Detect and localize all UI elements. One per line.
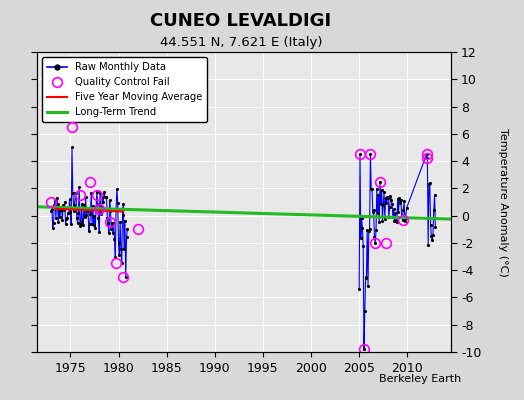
Legend: Raw Monthly Data, Quality Control Fail, Five Year Moving Average, Long-Term Tren: Raw Monthly Data, Quality Control Fail, … <box>42 57 207 122</box>
Y-axis label: Temperature Anomaly (°C): Temperature Anomaly (°C) <box>498 128 508 276</box>
Text: Berkeley Earth: Berkeley Earth <box>379 374 461 384</box>
Text: 44.551 N, 7.621 E (Italy): 44.551 N, 7.621 E (Italy) <box>160 36 322 49</box>
Text: CUNEO LEVALDIGI: CUNEO LEVALDIGI <box>150 12 332 30</box>
